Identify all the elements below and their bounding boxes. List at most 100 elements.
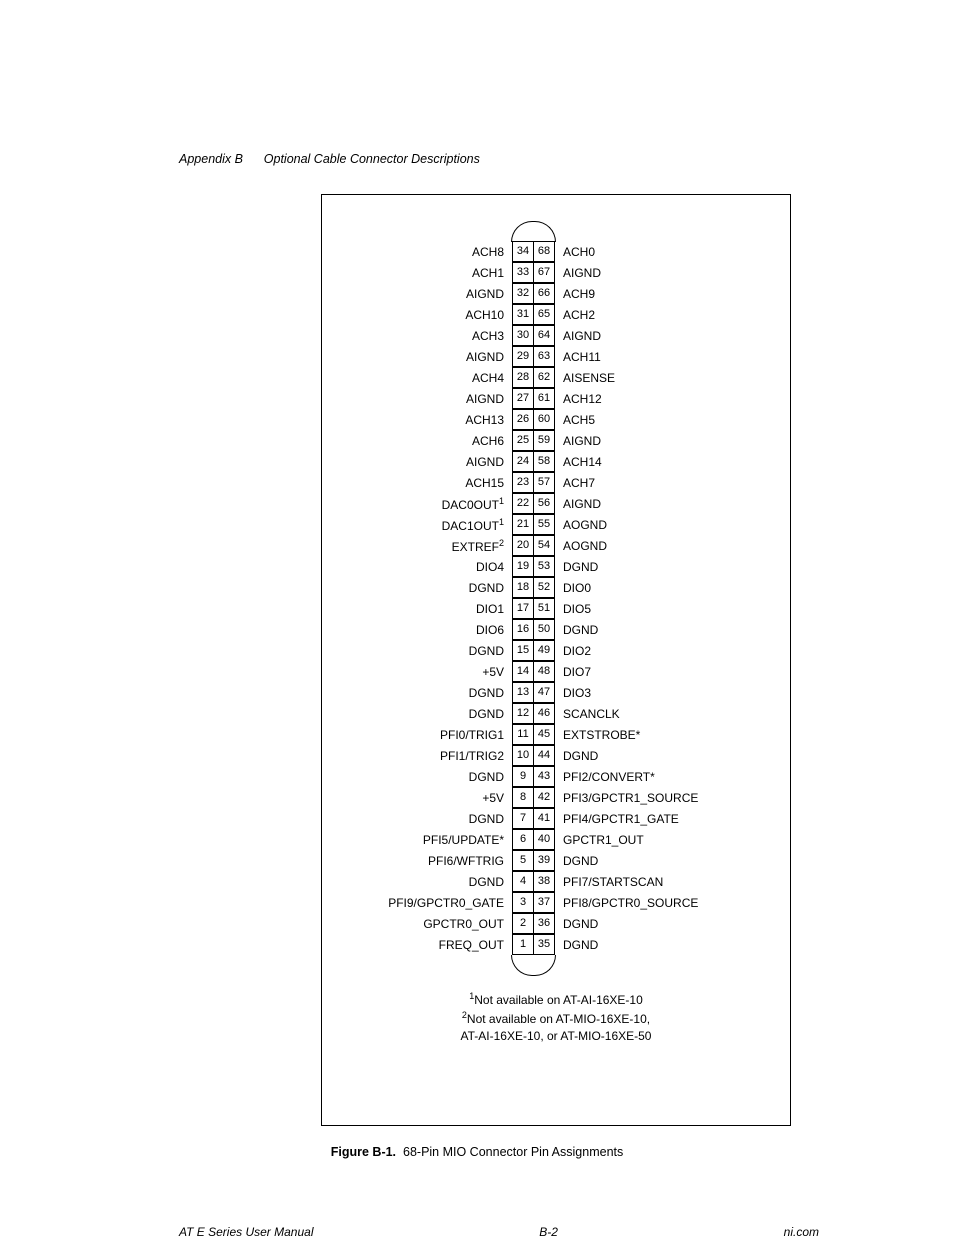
pin-left-label: EXTREF2	[322, 538, 512, 554]
figure-caption: Figure B-1. 68-Pin MIO Connector Pin Ass…	[0, 1145, 954, 1159]
pin-right-label: DGND	[555, 560, 598, 574]
caption-text: 68-Pin MIO Connector Pin Assignments	[403, 1145, 623, 1159]
pin-num-right: 51	[533, 598, 555, 619]
pin-num-right: 60	[533, 409, 555, 430]
pin-right-label: ACH2	[555, 308, 595, 322]
pin-num-left: 13	[512, 682, 534, 703]
pin-row: DIO11751DIO5	[322, 598, 790, 619]
pin-num-left: 28	[512, 367, 534, 388]
pin-left-label: AIGND	[322, 350, 512, 364]
pin-num-right: 41	[533, 808, 555, 829]
pin-rows-container: ACH83468ACH0ACH13367AIGNDAIGND3266ACH9AC…	[322, 241, 790, 955]
pin-num-right: 61	[533, 388, 555, 409]
pin-left-label: PFI5/UPDATE*	[322, 833, 512, 847]
pin-right-label: DIO0	[555, 581, 591, 595]
pin-num-left: 18	[512, 577, 534, 598]
pin-num-right: 66	[533, 283, 555, 304]
pin-num-left: 15	[512, 640, 534, 661]
pin-left-label: GPCTR0_OUT	[322, 917, 512, 931]
pin-right-label: ACH5	[555, 413, 595, 427]
pin-left-label: +5V	[322, 791, 512, 805]
pin-num-left: 30	[512, 325, 534, 346]
pin-left-label: ACH1	[322, 266, 512, 280]
pin-num-right: 53	[533, 556, 555, 577]
pin-row: ACH13367AIGND	[322, 262, 790, 283]
pin-num-left: 7	[512, 808, 534, 829]
pin-right-label: DIO3	[555, 686, 591, 700]
connector-top-outline	[511, 221, 556, 242]
pin-num-left: 20	[512, 535, 534, 556]
pin-right-label: DIO7	[555, 665, 591, 679]
pin-right-label: AIGND	[555, 434, 601, 448]
pin-left-label: DIO4	[322, 560, 512, 574]
pin-num-right: 52	[533, 577, 555, 598]
pinout-figure: ACH83468ACH0ACH13367AIGNDAIGND3266ACH9AC…	[321, 194, 791, 1126]
pin-right-label: PFI4/GPCTR1_GATE	[555, 812, 679, 826]
pin-num-right: 48	[533, 661, 555, 682]
pin-num-right: 37	[533, 892, 555, 913]
pin-left-label: DGND	[322, 812, 512, 826]
pin-row: ACH33064AIGND	[322, 325, 790, 346]
pin-num-left: 8	[512, 787, 534, 808]
pin-num-left: 6	[512, 829, 534, 850]
pin-row: PFI0/TRIG11145EXTSTROBE*	[322, 724, 790, 745]
pin-row: DGND1852DIO0	[322, 577, 790, 598]
pin-right-label: DGND	[555, 917, 598, 931]
pin-num-right: 43	[533, 766, 555, 787]
pin-left-sup: 2	[499, 538, 504, 548]
pin-left-label: AIGND	[322, 455, 512, 469]
pin-num-right: 57	[533, 472, 555, 493]
pin-right-label: ACH12	[555, 392, 602, 406]
pin-left-label: DGND	[322, 686, 512, 700]
pin-left-sup: 1	[499, 496, 504, 506]
pin-row: AIGND2458ACH14	[322, 451, 790, 472]
pin-num-left: 27	[512, 388, 534, 409]
pin-right-label: AIGND	[555, 497, 601, 511]
pin-row: DIO61650DGND	[322, 619, 790, 640]
pin-num-left: 32	[512, 283, 534, 304]
footer-left: AT E Series User Manual	[179, 1225, 314, 1239]
pin-left-label: DGND	[322, 707, 512, 721]
pin-left-sup: 1	[499, 517, 504, 527]
pin-num-right: 36	[533, 913, 555, 934]
pin-left-label: DAC1OUT1	[322, 517, 512, 533]
pin-right-label: ACH14	[555, 455, 602, 469]
pin-right-label: ACH7	[555, 476, 595, 490]
pin-right-label: DGND	[555, 938, 598, 952]
pin-left-label: AIGND	[322, 287, 512, 301]
pin-left-label: ACH10	[322, 308, 512, 322]
pin-num-left: 14	[512, 661, 534, 682]
pin-row: EXTREF22054AOGND	[322, 535, 790, 556]
pin-row: DGND1549DIO2	[322, 640, 790, 661]
pin-row: DAC1OUT12155AOGND	[322, 514, 790, 535]
pin-num-left: 19	[512, 556, 534, 577]
pin-right-label: PFI8/GPCTR0_SOURCE	[555, 896, 698, 910]
pin-row: AIGND3266ACH9	[322, 283, 790, 304]
pin-row: PFI9/GPCTR0_GATE337PFI8/GPCTR0_SOURCE	[322, 892, 790, 913]
pin-row: AIGND2761ACH12	[322, 388, 790, 409]
pin-num-left: 4	[512, 871, 534, 892]
footnote-2-text: Not available on AT-MIO-16XE-10,	[467, 1012, 650, 1026]
pin-num-left: 34	[512, 241, 534, 262]
pin-num-right: 42	[533, 787, 555, 808]
pin-num-right: 68	[533, 241, 555, 262]
pin-num-left: 24	[512, 451, 534, 472]
pin-right-label: AISENSE	[555, 371, 615, 385]
footnote-2-cont: AT-AI-16XE-10, or AT-MIO-16XE-50	[461, 1029, 652, 1043]
pin-right-label: ACH11	[555, 350, 601, 364]
pin-left-label: PFI6/WFTRIG	[322, 854, 512, 868]
pin-num-right: 47	[533, 682, 555, 703]
pin-right-label: DIO5	[555, 602, 591, 616]
footnote-1-text: Not available on AT-AI-16XE-10	[474, 993, 643, 1007]
pin-row: AIGND2963ACH11	[322, 346, 790, 367]
pin-num-right: 62	[533, 367, 555, 388]
pin-right-label: AOGND	[555, 539, 607, 553]
pin-row: ACH42862AISENSE	[322, 367, 790, 388]
pin-right-label: AIGND	[555, 329, 601, 343]
pin-right-label: AOGND	[555, 518, 607, 532]
pin-num-right: 64	[533, 325, 555, 346]
pin-left-label: DIO6	[322, 623, 512, 637]
pin-right-label: ACH0	[555, 245, 595, 259]
pin-num-left: 9	[512, 766, 534, 787]
pin-num-right: 40	[533, 829, 555, 850]
